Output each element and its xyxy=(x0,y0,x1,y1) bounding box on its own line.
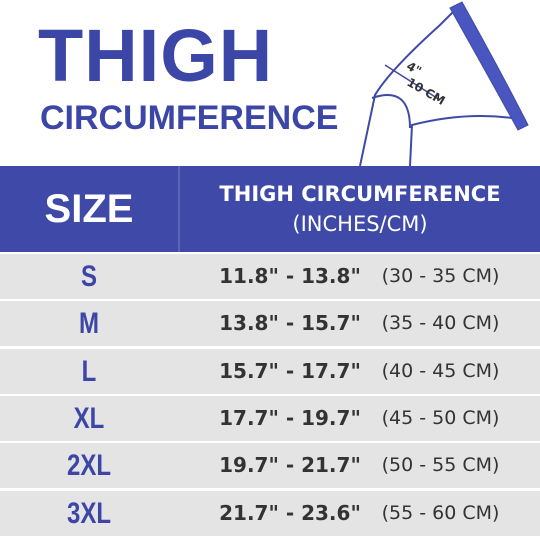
table-row xyxy=(0,348,540,394)
size-cell: S xyxy=(80,260,97,293)
inch-cell: 21.7" - 23.6" xyxy=(219,500,361,525)
inch-cell: 17.7" - 19.7" xyxy=(219,405,361,430)
size-cell: M xyxy=(79,307,99,341)
header-size: SIZE xyxy=(44,187,134,231)
cm-cell: (45 - 50 CM) xyxy=(381,406,500,429)
table-row xyxy=(0,443,540,489)
inch-cell: 13.8" - 15.7" xyxy=(219,311,361,336)
inch-cell: 15.7" - 17.7" xyxy=(219,358,361,383)
cm-cell: (35 - 40 CM) xyxy=(381,312,500,335)
size-cell: 3XL xyxy=(66,496,112,530)
title: THIGH xyxy=(38,14,274,97)
divider xyxy=(178,166,180,252)
inch-cell: 19.7" - 21.7" xyxy=(219,453,361,478)
table-row xyxy=(0,490,540,536)
header-units: (INCHES/CM) xyxy=(292,212,428,236)
table-row xyxy=(0,254,540,299)
header-measure: THIGH CIRCUMFERENCE xyxy=(219,182,501,206)
size-cell: XL xyxy=(73,401,105,435)
cm-cell: (40 - 45 CM) xyxy=(381,359,500,382)
table-header xyxy=(0,166,540,252)
size-cell: L xyxy=(81,354,97,388)
cm-cell: (30 - 35 CM) xyxy=(381,265,500,287)
inch-cell: 11.8" - 13.8" xyxy=(219,264,361,288)
cm-cell: (50 - 55 CM) xyxy=(381,454,500,477)
table-row xyxy=(0,301,540,347)
size-cell: 2XL xyxy=(66,449,112,483)
leg-illustration: 4" 10 CM xyxy=(359,1,529,166)
inch-label: 4" xyxy=(404,59,424,78)
table-row xyxy=(0,395,540,441)
subtitle: CIRCUMFERENCE xyxy=(40,99,339,137)
cm-cell: (55 - 60 CM) xyxy=(381,501,500,524)
cm-label: 10 CM xyxy=(404,75,447,108)
